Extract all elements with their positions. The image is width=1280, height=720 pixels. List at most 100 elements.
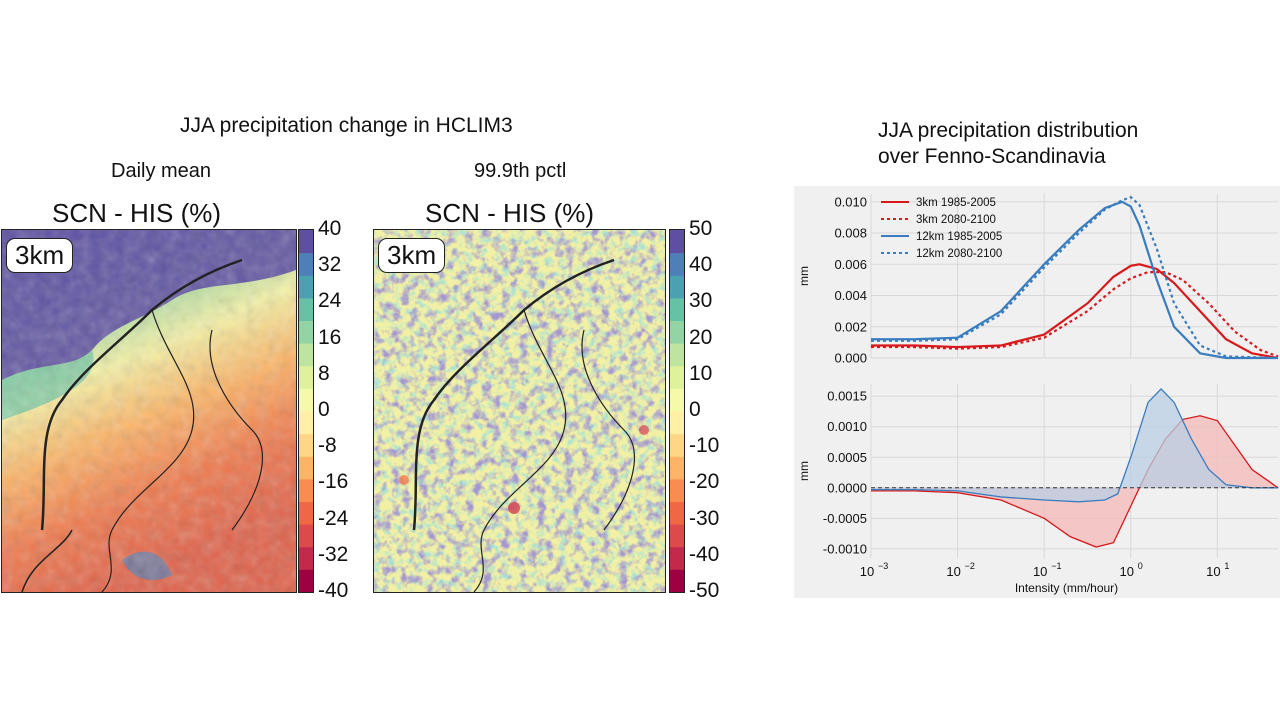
colorbar-swatch [299, 275, 313, 299]
colorbar-tick-label: 20 [689, 325, 713, 349]
colorbar-swatch [299, 411, 313, 435]
colorbar-swatch [299, 230, 313, 254]
map1-panel-title: SCN - HIS (%) [52, 198, 221, 228]
series-line [871, 263, 1279, 360]
distribution-chart: 0.010 0.008 0.006 0.004 0.002 0.000 mm 3km 1985… [797, 194, 1279, 595]
x-tick-label: 10 [1120, 564, 1134, 579]
y-tick-label: 0.008 [834, 226, 867, 241]
right-figure-title: JJA precipitation distribution over Fenn… [878, 118, 1138, 170]
bottom-panel-y-axis-label: mm [797, 461, 811, 481]
colorbar-swatch [670, 411, 684, 435]
y-tick-label: -0.0005 [823, 511, 867, 526]
series-line [871, 200, 1278, 360]
colorbar-swatch [299, 501, 313, 525]
colorbar-tick-label: 50 [689, 217, 713, 240]
colorbar-tick-label: 0 [689, 398, 701, 421]
map-daily-mean-field [2, 230, 296, 592]
colorbar-swatch [299, 320, 313, 344]
difference-line [871, 415, 1279, 548]
difference-line [871, 387, 1278, 503]
legend-label: 12km 1985-2005 [916, 231, 1002, 243]
colorbar-tick-label: -40 [689, 542, 720, 566]
colorbar-swatch [670, 433, 684, 457]
colorbar-tick-label: -30 [689, 506, 720, 530]
map1-resolution-label: 3km [6, 238, 74, 273]
x-tick-exponent: −2 [965, 561, 975, 571]
colorbar-swatch [299, 343, 313, 367]
right-title-line2: over Fenno-Scandinavia [878, 145, 1106, 168]
colorbar-1-swatches [299, 230, 313, 593]
colorbar-swatch [670, 456, 684, 480]
colorbar-swatch [670, 297, 684, 321]
colorbar-tick-label: 24 [318, 289, 342, 313]
colorbar-2-swatches [670, 230, 684, 593]
map-99-9-pctl-field [374, 230, 665, 592]
colorbar-swatch [670, 569, 684, 593]
colorbar-swatch [299, 297, 313, 321]
colorbar-tick-label: -40 [318, 579, 349, 602]
legend-label: 3km 1985-2005 [916, 197, 996, 209]
y-tick-label: 0.0010 [827, 419, 867, 434]
colorbar-tick-label: 16 [318, 325, 342, 349]
colorbar-swatch [670, 275, 684, 299]
colorbar-swatch [299, 478, 313, 502]
colorbar-tick-label: 30 [689, 289, 713, 313]
colorbar-swatch [670, 365, 684, 389]
x-tick-exponent: 1 [1224, 561, 1229, 571]
colorbar-tick-label: 10 [689, 361, 713, 385]
colorbar-2-ticks: 50 40 30 20 10 0 -10 -20 -30 -40 -50 [689, 217, 739, 602]
colorbar-swatch [670, 343, 684, 367]
colorbar-tick-label: -20 [689, 470, 720, 494]
colorbar-swatch [670, 524, 684, 548]
colorbar-tick-label: -8 [318, 434, 337, 458]
colorbar-tick-label: 40 [318, 217, 342, 240]
y-tick-label: 0.004 [834, 288, 867, 303]
difference-area [871, 388, 1278, 502]
map2-panel-title: SCN - HIS (%) [425, 198, 594, 228]
colorbar-swatch [670, 388, 684, 412]
y-tick-label: 0.006 [834, 257, 867, 272]
colorbar-swatch [299, 546, 313, 570]
x-tick-label: 10 [1033, 564, 1047, 579]
map-daily-mean: 3km [1, 229, 297, 593]
colorbar-swatch [299, 252, 313, 276]
x-tick-label: 10 [946, 564, 960, 579]
colorbar-2 [669, 229, 685, 593]
colorbar-swatch [299, 388, 313, 412]
series-line [871, 195, 1279, 360]
x-tick-label: 10 [860, 564, 874, 579]
colorbar-tick-label: -10 [689, 434, 720, 458]
colorbar-tick-label: -24 [318, 506, 349, 530]
top-panel-y-axis-label: mm [797, 266, 811, 286]
map-99-9-pctl: 3km [373, 229, 666, 593]
legend-label: 12km 2080-2100 [916, 248, 1002, 260]
top-panel-plot-area [871, 194, 1278, 358]
y-tick-label: 0.002 [834, 319, 867, 334]
right-title-line1: JJA precipitation distribution [878, 119, 1139, 142]
colorbar-1-ticks: 40 32 24 16 8 0 -8 -16 -24 -32 -40 [318, 217, 368, 602]
colorbar-swatch [299, 433, 313, 457]
y-tick-label: -0.0010 [823, 541, 867, 556]
colorbar-swatch [670, 478, 684, 502]
colorbar-tick-label: -16 [318, 470, 349, 494]
colorbar-tick-label: -32 [318, 542, 349, 566]
map2-subtitle: 99.9th pctl [474, 160, 567, 182]
distribution-panel: 0.010 0.008 0.006 0.004 0.002 0.000 mm 3km 1985… [794, 186, 1280, 598]
colorbar-swatch [670, 252, 684, 276]
colorbar-swatch [299, 569, 313, 593]
x-axis-label: Intensity (mm/hour) [1015, 581, 1118, 595]
colorbar-tick-label: 8 [318, 361, 330, 385]
map2-resolution-label: 3km [378, 238, 446, 273]
colorbar-1 [298, 229, 314, 593]
colorbar-tick-label: 40 [689, 253, 713, 277]
legend-label: 3km 2080-2100 [916, 214, 996, 226]
x-tick-exponent: −3 [878, 561, 888, 571]
map1-subtitle: Daily mean [111, 160, 212, 182]
colorbar-swatch [299, 456, 313, 480]
y-tick-label: 0.0015 [827, 389, 867, 404]
y-tick-label: 0.0000 [827, 480, 867, 495]
colorbar-swatch [670, 546, 684, 570]
colorbar-tick-label: 0 [318, 398, 330, 421]
colorbar-swatch [299, 524, 313, 548]
x-tick-label: 10 [1206, 564, 1220, 579]
